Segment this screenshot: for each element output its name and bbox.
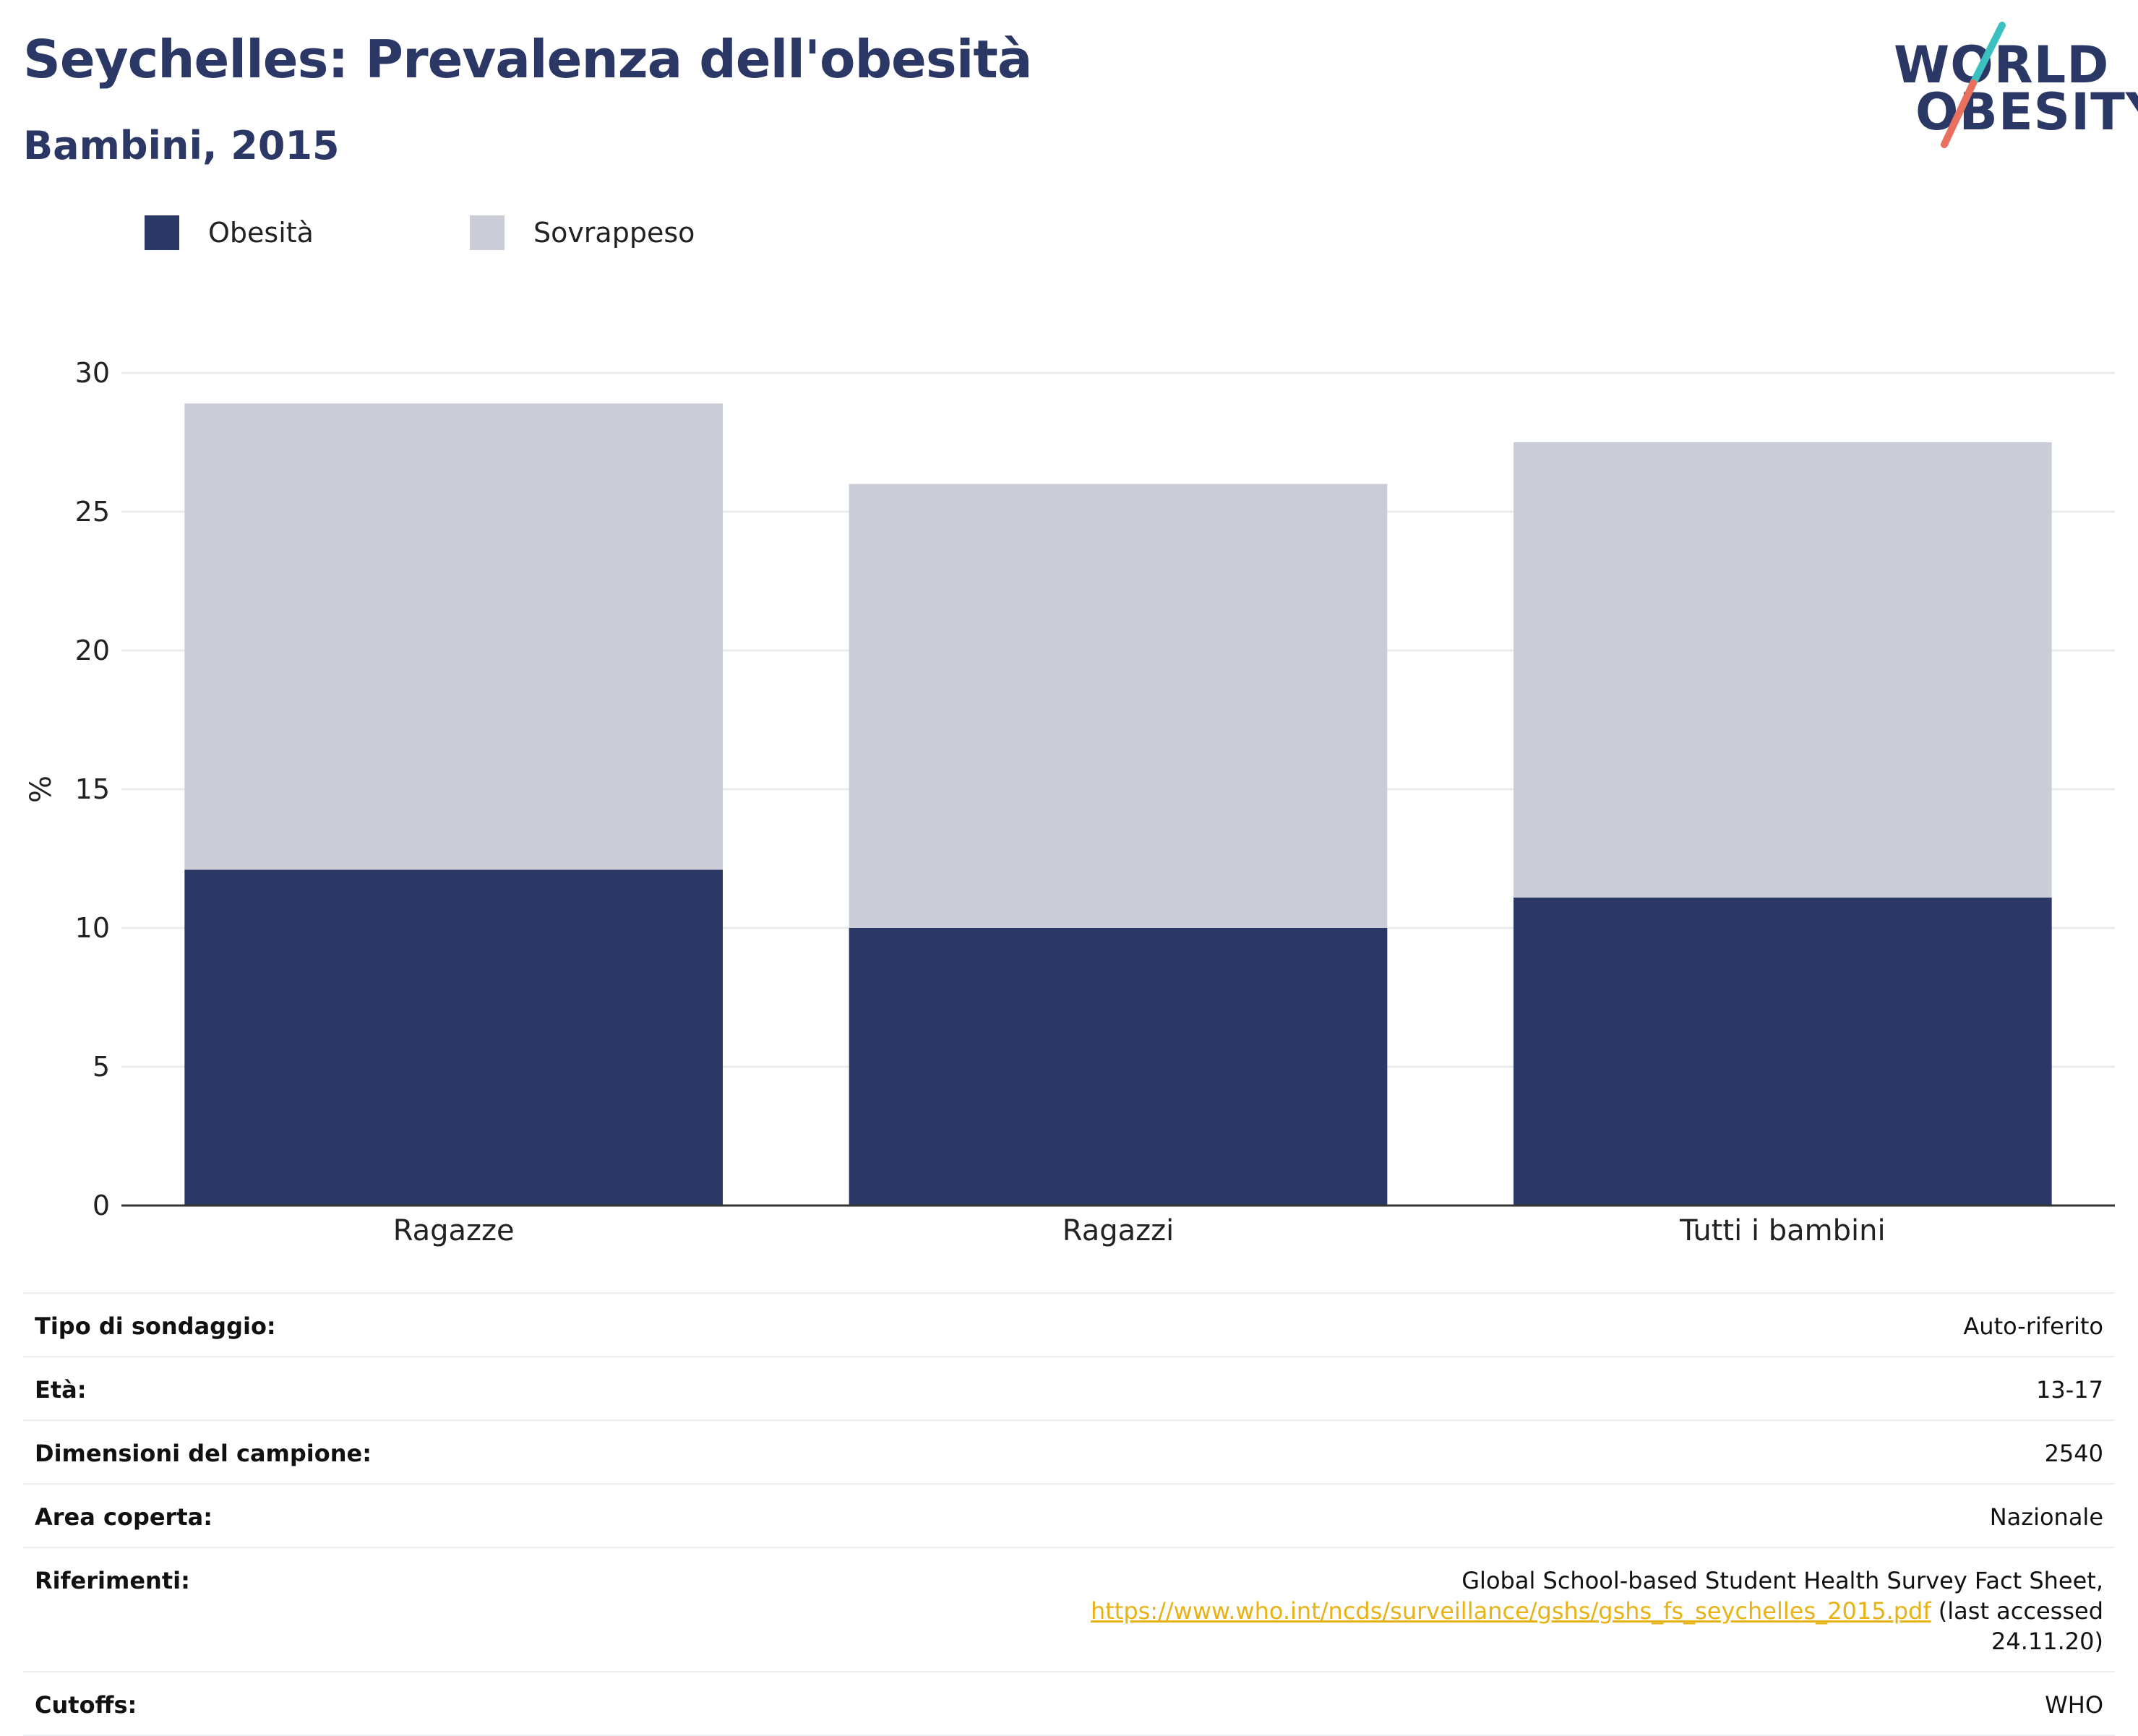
info-row-area: Area coperta: Nazionale bbox=[23, 1484, 2115, 1547]
legend-swatch-sovrappeso bbox=[469, 215, 505, 250]
info-row-references: Riferimenti: Global School-based Student… bbox=[23, 1547, 2115, 1672]
bar-sovrappeso-tutti-i-bambini bbox=[1514, 442, 2052, 898]
x-tick-label: Tutti i bambini bbox=[1679, 1214, 1886, 1247]
y-tick-label: 25 bbox=[75, 496, 110, 528]
info-key: Età: bbox=[35, 1376, 87, 1404]
bar-sovrappeso-ragazze bbox=[184, 403, 723, 870]
survey-info-table: Tipo di sondaggio: Auto-riferito Età: 13… bbox=[23, 1292, 2115, 1736]
info-key: Dimensioni del campione: bbox=[35, 1440, 372, 1467]
info-value: Nazionale bbox=[1989, 1503, 2103, 1531]
legend-item-sovrappeso[interactable]: Sovrappeso bbox=[469, 215, 695, 250]
info-key: Tipo di sondaggio: bbox=[35, 1312, 276, 1340]
page-subtitle: Bambini, 2015 bbox=[23, 123, 340, 168]
y-axis-label: % bbox=[25, 775, 58, 803]
info-key: Riferimenti: bbox=[35, 1567, 190, 1594]
legend-swatch-obesita bbox=[145, 215, 179, 250]
y-tick-label: 0 bbox=[93, 1190, 110, 1221]
info-value: WHO bbox=[2045, 1691, 2103, 1719]
info-key: Cutoffs: bbox=[35, 1691, 137, 1719]
y-tick-label: 20 bbox=[75, 635, 110, 666]
info-key: Area coperta: bbox=[35, 1503, 213, 1531]
bar-obesit-ragazzi bbox=[849, 928, 1388, 1206]
reference-text: Global School-based Student Health Surve… bbox=[1461, 1567, 2103, 1594]
bar-sovrappeso-ragazzi bbox=[849, 484, 1388, 928]
info-row-survey-type: Tipo di sondaggio: Auto-riferito bbox=[23, 1293, 2115, 1357]
world-obesity-logo: WORLD OBESITY bbox=[1879, 22, 2138, 152]
y-tick-label: 5 bbox=[93, 1051, 110, 1083]
bar-obesit-ragazze bbox=[184, 869, 723, 1206]
reference-suffix: (last accessed 24.11.20) bbox=[1931, 1597, 2103, 1655]
info-row-cutoffs: Cutoffs: WHO bbox=[23, 1672, 2115, 1735]
x-tick-label: Ragazzi bbox=[1062, 1214, 1174, 1247]
y-tick-label: 10 bbox=[75, 912, 110, 944]
info-row-sample-size: Dimensioni del campione: 2540 bbox=[23, 1420, 2115, 1484]
chart-legend: Obesità Sovrappeso bbox=[145, 215, 752, 250]
legend-item-obesita[interactable]: Obesità bbox=[145, 215, 314, 250]
info-row-age: Età: 13-17 bbox=[23, 1357, 2115, 1420]
info-value: Auto-riferito bbox=[1963, 1312, 2103, 1340]
stacked-bar-chart: 0 5 10 15 20 25 30% Ragazze Ragazzi Tutti i bambi… bbox=[25, 357, 2115, 1247]
legend-label-obesita: Obesità bbox=[208, 217, 314, 249]
info-value: 2540 bbox=[2044, 1440, 2103, 1467]
y-tick-label: 15 bbox=[75, 773, 110, 805]
x-tick-label: Ragazze bbox=[393, 1214, 515, 1247]
reference-link[interactable]: https://www.who.int/ncds/surveillance/gs… bbox=[1090, 1597, 1931, 1625]
logo-slash-icon bbox=[1941, 22, 2006, 148]
y-tick-label: 30 bbox=[75, 357, 110, 389]
legend-label-sovrappeso: Sovrappeso bbox=[533, 217, 695, 249]
info-value: 13-17 bbox=[2036, 1376, 2103, 1404]
info-value: Global School-based Student Health Surve… bbox=[480, 1547, 2115, 1672]
logo-line-1: WORLD bbox=[1894, 35, 2110, 95]
bar-obesit-tutti-i-bambini bbox=[1514, 897, 2052, 1206]
page-title: Seychelles: Prevalenza dell'obesità bbox=[23, 29, 1032, 90]
